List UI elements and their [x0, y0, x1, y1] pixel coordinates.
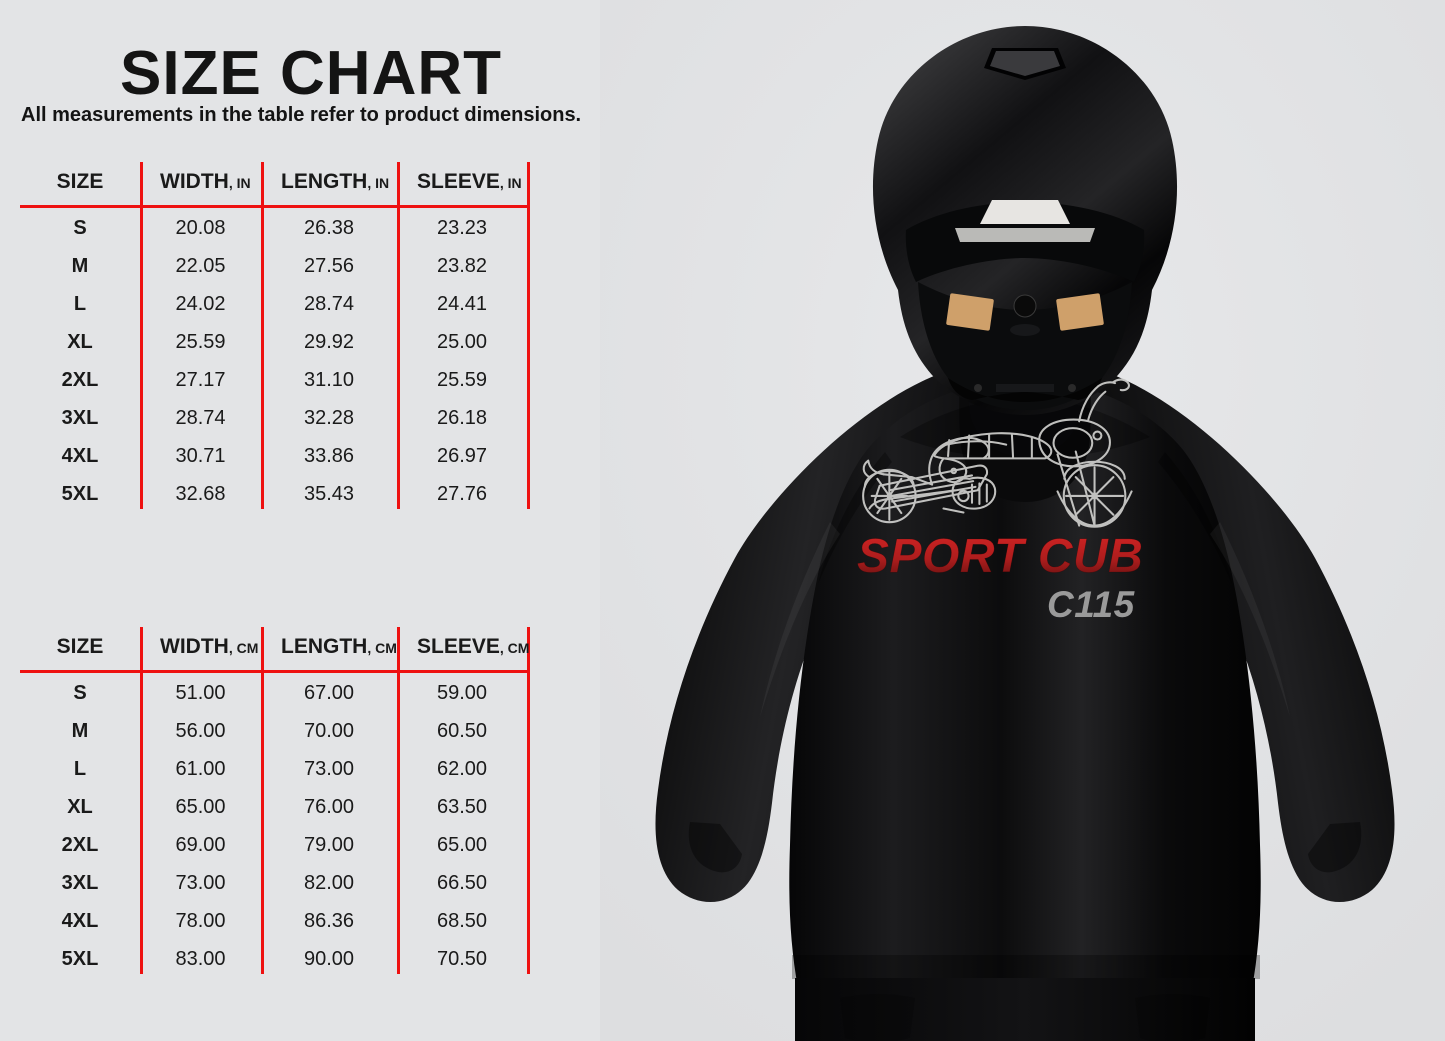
- svg-text:SPORT CUB: SPORT CUB: [857, 530, 1143, 583]
- svg-text:C115: C115: [1047, 584, 1136, 625]
